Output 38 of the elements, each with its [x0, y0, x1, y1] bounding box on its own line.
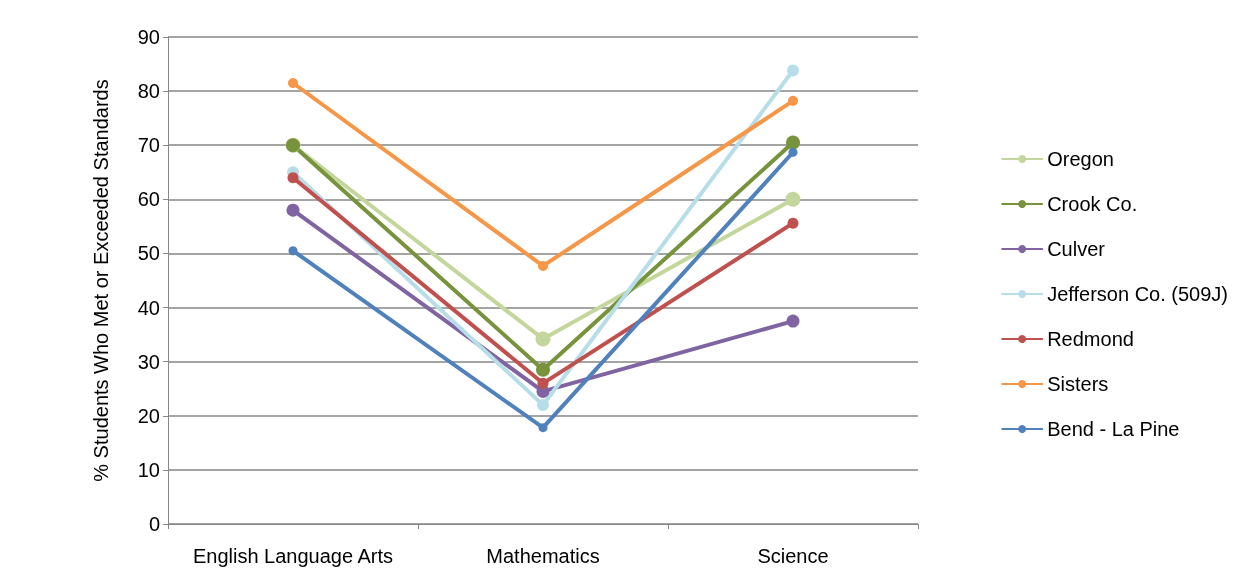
point [785, 191, 801, 207]
y-axis-title: % Students Who Met or Exceeded Standards [90, 79, 112, 482]
point [786, 314, 800, 328]
point [537, 377, 549, 389]
y-tick-label: 20 [137, 404, 160, 427]
point [537, 398, 549, 411]
point [538, 260, 548, 271]
legend-label: Crook Co. [1047, 193, 1138, 215]
point [788, 147, 798, 157]
x-tick-label: Mathematics [486, 545, 600, 567]
legend-label: Sisters [1047, 373, 1109, 395]
y-tick-label: 60 [137, 188, 160, 211]
y-tick-label: 70 [137, 134, 160, 157]
y-tick-label: 30 [137, 350, 160, 373]
y-tick-label: 50 [137, 242, 160, 265]
legend-label: Jefferson Co. (509J) [1047, 283, 1229, 305]
point [288, 78, 298, 88]
legend-label: Culver [1047, 238, 1106, 260]
point [288, 246, 298, 256]
legend-label: Redmond [1047, 328, 1134, 350]
y-tick-label: 10 [137, 458, 160, 481]
x-tick-label: Science [757, 545, 829, 567]
y-tick-label: 80 [137, 80, 160, 103]
legend-label: Bend - La Pine [1047, 418, 1180, 440]
point [786, 135, 800, 150]
y-tick-label: 0 [148, 513, 160, 535]
point [787, 64, 799, 77]
legend-label: Oregon [1047, 148, 1114, 170]
point [287, 172, 299, 184]
point [535, 331, 551, 347]
point [788, 95, 798, 106]
point [286, 203, 300, 217]
point [787, 217, 799, 229]
y-tick-label: 90 [137, 26, 160, 48]
y-tick-label: 40 [137, 296, 160, 319]
point [538, 423, 548, 433]
x-tick-label: English Language Arts [192, 545, 394, 567]
point [536, 362, 550, 377]
